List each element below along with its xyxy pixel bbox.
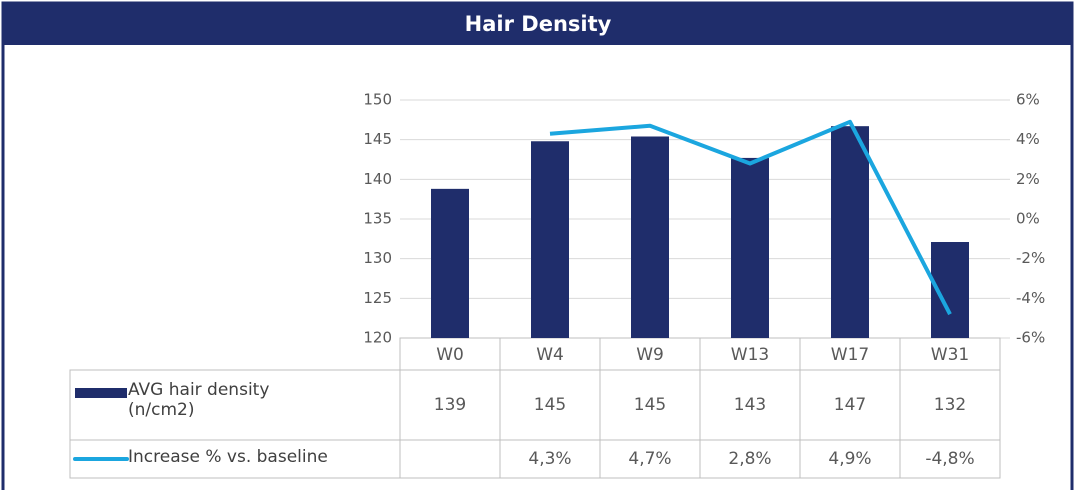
bar xyxy=(431,188,469,338)
data-label: 139 xyxy=(434,395,466,415)
y-tick-label: 135 xyxy=(363,210,392,228)
y-tick-label: 140 xyxy=(363,170,392,188)
y-tick-label: 145 xyxy=(363,130,392,148)
table-cell xyxy=(899,439,1001,479)
data-label: 4,9% xyxy=(828,449,871,469)
data-label: 145 xyxy=(534,395,566,415)
x-tick-label: W0 xyxy=(436,345,464,365)
data-label: 132 xyxy=(934,395,966,415)
y2-tick-label: 0% xyxy=(1016,210,1040,228)
y2-tick-label: 6% xyxy=(1016,91,1040,109)
bar xyxy=(731,157,769,338)
legend-entry: AVG hair density (n/cm2) xyxy=(128,380,270,420)
legend-label: AVG hair density (n/cm2) xyxy=(128,380,270,420)
x-tick-label: W31 xyxy=(931,345,969,365)
table-cell xyxy=(69,439,401,479)
x-tick-label: W13 xyxy=(731,345,769,365)
data-label: 143 xyxy=(734,395,766,415)
y-tick-label: 120 xyxy=(363,329,392,347)
line xyxy=(549,119,952,316)
data-label: 145 xyxy=(634,395,666,415)
data-label: 4,7% xyxy=(628,449,671,469)
bar xyxy=(831,126,869,339)
legend-swatch xyxy=(75,388,127,398)
y2-tick-label: -4% xyxy=(1016,289,1045,307)
data-label: 4,3% xyxy=(528,449,571,469)
data-label: 2,8% xyxy=(728,449,771,469)
data-label: 147 xyxy=(834,395,866,415)
x-tick-label: W9 xyxy=(636,345,664,365)
bar xyxy=(531,141,569,338)
y2-tick-label: -2% xyxy=(1016,249,1045,267)
bar xyxy=(631,136,669,338)
y-tick-label: 130 xyxy=(363,249,392,267)
x-tick-label: W4 xyxy=(536,345,564,365)
y2-tick-label: 4% xyxy=(1016,130,1040,148)
data-label: -4,8% xyxy=(925,449,974,469)
legend-label: Increase % vs. baseline xyxy=(128,447,328,467)
legend-entry: Increase % vs. baseline xyxy=(128,447,328,467)
header xyxy=(3,3,1072,45)
chart-title: Hair Density xyxy=(465,12,612,36)
y2-tick-label: 2% xyxy=(1016,170,1040,188)
y-tick-label: 125 xyxy=(363,289,392,307)
y-tick-label: 150 xyxy=(363,91,392,109)
x-tick-label: W17 xyxy=(831,345,869,365)
y2-tick-label: -6% xyxy=(1016,329,1045,347)
